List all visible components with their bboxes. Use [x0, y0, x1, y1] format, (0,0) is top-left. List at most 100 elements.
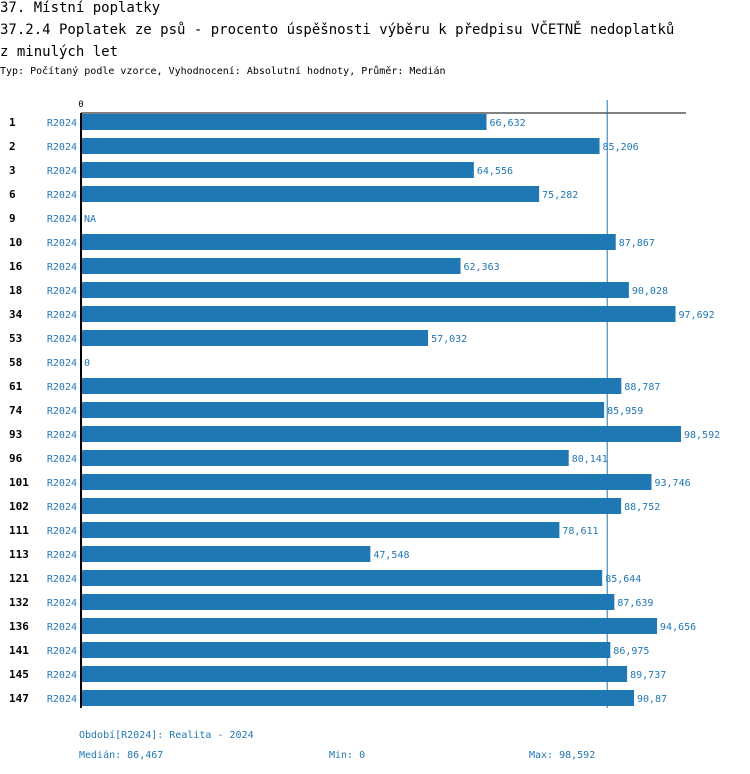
value-label: 88,787 — [624, 382, 660, 393]
value-label: 87,639 — [617, 598, 653, 609]
period-label: R2024 — [47, 142, 77, 153]
period-label: R2024 — [47, 646, 77, 657]
bar — [81, 258, 461, 274]
value-label: 86,975 — [613, 646, 649, 657]
bar — [81, 450, 569, 466]
bar — [81, 138, 600, 154]
row-id-label: 58 — [9, 356, 22, 369]
period-label: R2024 — [47, 526, 77, 537]
bar — [81, 330, 429, 346]
bar — [81, 402, 605, 418]
row-id-label: 141 — [9, 644, 29, 657]
period-label: R2024 — [47, 406, 77, 417]
period-label: R2024 — [47, 550, 77, 561]
value-label: 94,656 — [660, 622, 696, 633]
bar — [81, 666, 628, 682]
value-label: 78,611 — [562, 526, 598, 537]
period-label: R2024 — [47, 382, 77, 393]
bar — [81, 498, 622, 514]
bar — [81, 642, 611, 658]
row-id-label: 3 — [9, 164, 16, 177]
chart-subtitle: Typ: Počítaný podle vzorce, Vyhodnocení:… — [0, 66, 446, 77]
period-label: R2024 — [47, 502, 77, 513]
period-label: R2024 — [47, 238, 77, 249]
chart-title-line2: z minulých let — [0, 44, 119, 60]
value-label: 64,556 — [477, 166, 513, 177]
value-label: 85,644 — [605, 574, 641, 585]
period-label: R2024 — [47, 622, 77, 633]
row-id-label: 145 — [9, 668, 29, 681]
period-label: R2024 — [47, 286, 77, 297]
bar — [81, 114, 487, 130]
chart-title: 37.2.4 Poplatek ze psů - procento úspěšn… — [0, 22, 675, 38]
period-label: R2024 — [47, 310, 77, 321]
bar — [81, 594, 615, 610]
row-id-label: 61 — [9, 380, 23, 393]
value-label: NA — [84, 214, 96, 225]
value-label: 0 — [84, 358, 90, 369]
row-id-label: 18 — [9, 284, 22, 297]
value-label: 80,141 — [572, 454, 608, 465]
value-label: 93,746 — [655, 478, 691, 489]
value-label: 97,692 — [679, 310, 715, 321]
row-id-label: 147 — [9, 692, 29, 705]
row-id-label: 136 — [9, 620, 29, 633]
row-id-label: 96 — [9, 452, 23, 465]
row-id-label: 102 — [9, 500, 29, 513]
row-id-label: 10 — [9, 236, 22, 249]
value-label: 88,752 — [624, 502, 660, 513]
period-label: R2024 — [47, 118, 77, 129]
period-legend: Období[R2024]: Realita - 2024 — [79, 730, 254, 741]
period-label: R2024 — [47, 190, 77, 201]
bar-chart: 0 1 R2024 66,632 2 R2024 85,206 3 R2024 64,556 6 R2… — [9, 100, 720, 708]
bar — [81, 426, 681, 442]
axis-tick-label: 0 — [78, 100, 83, 110]
bar — [81, 162, 474, 178]
period-label: R2024 — [47, 166, 77, 177]
section-title: 37. Místní poplatky — [0, 0, 161, 16]
row-id-label: 101 — [9, 476, 29, 489]
value-label: 47,548 — [373, 550, 409, 561]
value-label: 75,282 — [542, 190, 578, 201]
period-label: R2024 — [47, 694, 77, 705]
value-label: 57,032 — [431, 334, 467, 345]
period-label: R2024 — [47, 430, 77, 441]
period-label: R2024 — [47, 478, 77, 489]
value-label: 85,206 — [603, 142, 639, 153]
row-id-label: 6 — [9, 188, 16, 201]
bar — [81, 546, 371, 562]
row-id-label: 74 — [9, 404, 23, 417]
period-label: R2024 — [47, 454, 77, 465]
bar — [81, 570, 603, 586]
min-stat: Min: 0 — [329, 750, 366, 761]
value-label: 89,737 — [630, 670, 666, 681]
value-label: 90,028 — [632, 286, 668, 297]
row-id-label: 1 — [9, 116, 16, 129]
period-label: R2024 — [47, 670, 77, 681]
bar — [81, 306, 676, 322]
value-label: 98,592 — [684, 430, 720, 441]
row-id-label: 9 — [9, 212, 16, 225]
value-label: 87,867 — [619, 238, 655, 249]
bar — [81, 282, 629, 298]
bar — [81, 522, 560, 538]
row-id-label: 132 — [9, 596, 29, 609]
value-label: 66,632 — [490, 118, 526, 129]
row-id-label: 53 — [9, 332, 22, 345]
bar — [81, 186, 540, 202]
value-label: 85,959 — [607, 406, 643, 417]
median-stat: Medián: 86,467 — [79, 750, 164, 761]
bar — [81, 234, 616, 250]
row-id-label: 34 — [9, 308, 23, 321]
bar — [81, 690, 635, 706]
row-id-label: 111 — [9, 524, 29, 537]
row-id-label: 93 — [9, 428, 22, 441]
max-stat: Max: 98,592 — [529, 750, 596, 761]
period-label: R2024 — [47, 262, 77, 273]
row-id-label: 16 — [9, 260, 23, 273]
value-label: 62,363 — [464, 262, 500, 273]
period-label: R2024 — [47, 334, 77, 345]
bar — [81, 618, 658, 634]
bar — [81, 474, 652, 490]
row-id-label: 121 — [9, 572, 29, 585]
